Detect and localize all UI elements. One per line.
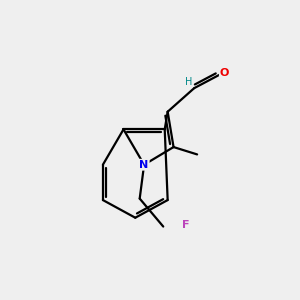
Text: N: N [140,160,149,170]
Text: H: H [184,77,192,87]
Text: O: O [220,68,229,78]
Text: F: F [182,220,190,230]
